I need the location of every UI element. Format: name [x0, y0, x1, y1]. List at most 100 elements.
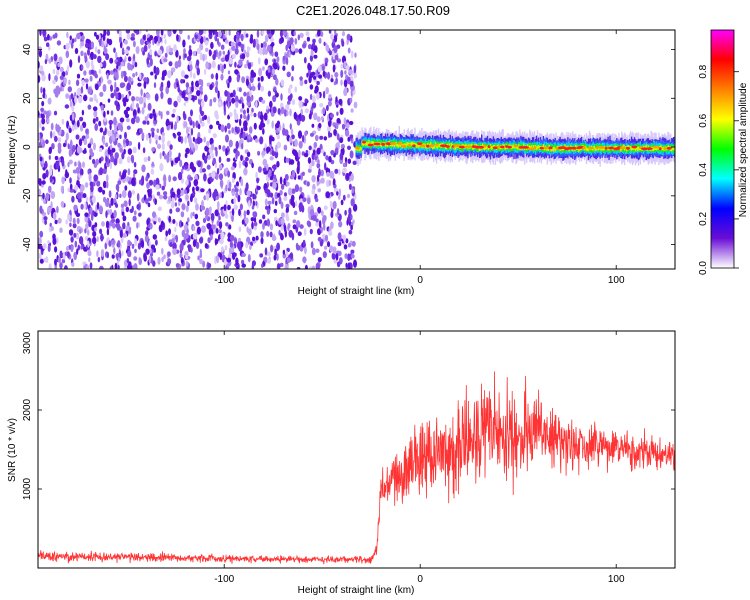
spectrogram-noise-cell — [77, 120, 80, 127]
spectrogram-noise-cell — [126, 176, 129, 181]
spectrogram-noise-cell — [79, 117, 83, 122]
spectrogram-noise-cell — [202, 54, 205, 62]
spectrogram-noise-cell — [330, 113, 334, 118]
spectrogram-noise-cell — [243, 115, 246, 119]
spectrogram-noise-cell — [184, 136, 187, 144]
spectrogram-noise-cell — [81, 65, 83, 71]
spectrogram-noise-cell — [49, 165, 52, 169]
spectrogram-noise-cell — [234, 113, 238, 120]
spectrogram-noise-cell — [250, 34, 253, 39]
spectrogram-noise-cell — [80, 41, 84, 46]
spectrogram-noise-cell — [94, 222, 97, 227]
spectrogram-noise-cell — [140, 38, 144, 45]
spectrogram-noise-cell — [128, 148, 132, 155]
spectrogram-noise-cell — [53, 212, 57, 220]
spectrogram-noise-cell — [39, 206, 42, 214]
spectrogram-noise-cell — [237, 75, 240, 82]
spectrogram-noise-cell — [158, 111, 160, 116]
snr-y-tick-label: 3000 — [22, 331, 33, 354]
spectrogram-noise-cell — [47, 240, 50, 244]
spectrogram-noise-cell — [271, 121, 274, 129]
spectrogram-peak — [398, 142, 402, 145]
spectrogram-noise-cell — [241, 264, 246, 268]
spectrogram-peak — [464, 146, 471, 149]
spectrogram-noise-cell — [252, 237, 255, 242]
spectrogram-noise-cell — [180, 79, 183, 84]
spectrogram-noise-cell — [241, 253, 246, 257]
spectrogram-noise-cell — [347, 146, 351, 150]
spectrogram-noise-cell — [219, 221, 222, 229]
spectrogram-peak — [534, 146, 537, 149]
spectrogram-noise-cell — [209, 27, 213, 35]
spectrogram-noise-cell — [312, 266, 315, 272]
spectrogram-noise-cell — [122, 222, 125, 229]
spectrogram-noise-cell — [280, 177, 283, 185]
spectrogram-noise-cell — [45, 193, 49, 201]
spectrogram-noise-cell — [275, 123, 280, 128]
spectrogram-noise-cell — [313, 113, 317, 121]
spectrogram-noise-cell — [230, 93, 234, 98]
spectrogram-noise-cell — [80, 51, 83, 57]
spectrogram-noise-cell — [211, 171, 215, 179]
spectrogram-noise-cell — [287, 257, 291, 263]
spectrogram-noise-cell — [291, 45, 295, 52]
spectrogram-noise-cell — [247, 108, 249, 114]
spectrogram-noise-cell — [178, 198, 182, 202]
spectrogram-noise-cell — [168, 31, 172, 37]
spectrogram-noise-cell — [195, 214, 199, 220]
spectrogram-noise-cell — [105, 127, 107, 135]
spectrogram-noise-cell — [336, 118, 340, 123]
spectrogram-noise-cell — [321, 116, 324, 120]
spectrogram-noise-cell — [272, 150, 275, 156]
spectrogram-noise-cell — [240, 155, 243, 161]
spectrogram-noise-cell — [351, 173, 354, 181]
spectrogram-noise-cell — [108, 240, 111, 247]
spectrogram-noise-cell — [311, 175, 315, 182]
spectrogram-noise-cell — [152, 194, 155, 199]
spectrogram-noise-cell — [169, 48, 173, 53]
spectrogram-noise-cell — [124, 185, 127, 191]
spectrogram-noise-cell — [325, 235, 328, 242]
spectrogram-noise-cell — [88, 251, 92, 256]
spectrogram-noise-cell — [53, 88, 57, 94]
spectrogram-noise-cell — [285, 212, 288, 219]
spectrogram-noise-cell — [323, 251, 327, 258]
spectrogram-noise-cell — [90, 76, 93, 82]
spectrogram-noise-cell — [74, 162, 77, 167]
spectrogram-noise-cell — [161, 135, 165, 143]
spectrogram-noise-cell — [330, 201, 332, 208]
spectrogram-noise-cell — [65, 43, 69, 50]
spectrogram-noise-cell — [105, 53, 109, 60]
spectrogram-noise-cell — [73, 233, 76, 238]
spectrogram-noise-cell — [298, 130, 302, 138]
spectrogram-noise-cell — [229, 247, 232, 255]
spectrogram-image — [37, 26, 676, 273]
spectrogram-noise-cell — [249, 245, 252, 250]
spectrogram-noise-cell — [324, 162, 326, 170]
spectrogram-noise-cell — [164, 70, 167, 76]
spectrogram-noise-cell — [96, 99, 99, 104]
spectrogram-noise-cell — [48, 186, 52, 193]
spectrogram-noise-cell — [281, 217, 285, 225]
spectrogram-noise-cell — [106, 174, 109, 182]
spectrogram-noise-cell — [167, 70, 171, 78]
spectrogram-noise-cell — [239, 87, 242, 92]
spectrogram-noise-cell — [272, 137, 275, 141]
spectrogram-noise-cell — [93, 106, 98, 111]
spectrogram-noise-cell — [328, 94, 331, 99]
spectrogram-noise-cell — [182, 230, 186, 237]
spectrogram-noise-cell — [235, 258, 238, 266]
spectrogram-noise-cell — [235, 126, 238, 132]
spectrogram-noise-cell — [281, 79, 285, 86]
spectrogram-noise-cell — [327, 72, 330, 80]
spectrogram-noise-cell — [89, 148, 93, 154]
spectrogram-noise-cell — [273, 106, 277, 113]
spectrogram-noise-cell — [196, 242, 199, 249]
spectrogram-noise-cell — [199, 237, 203, 243]
spectrogram-noise-cell — [317, 188, 321, 192]
spectrogram-noise-cell — [345, 130, 349, 137]
spectrogram-noise-cell — [241, 34, 244, 42]
spectrogram-noise-cell — [227, 258, 231, 263]
spectrogram-noise-cell — [210, 42, 214, 49]
spectrogram-noise-cell — [48, 58, 51, 64]
